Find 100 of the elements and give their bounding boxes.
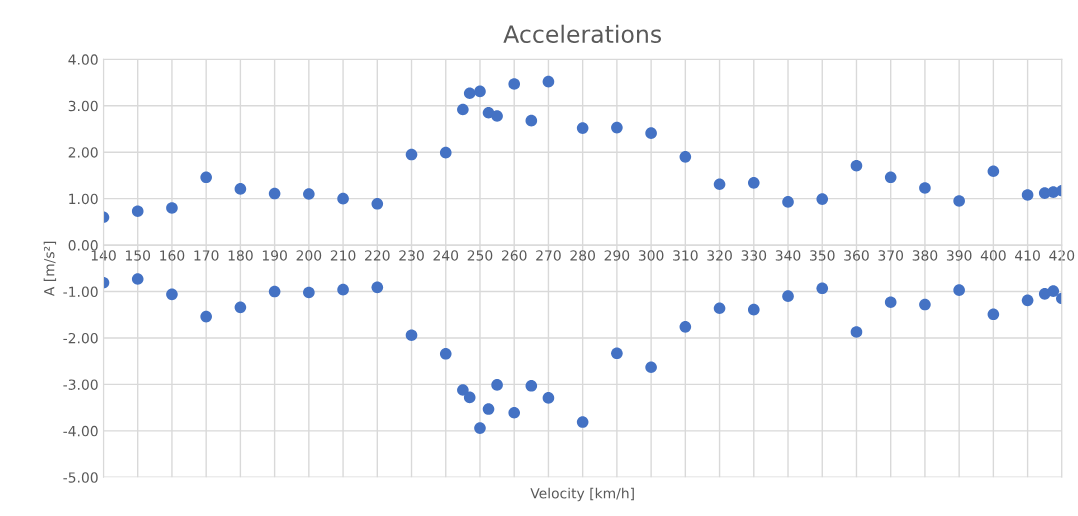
x-tick-label: 360	[844, 250, 869, 261]
point	[816, 282, 829, 295]
point	[884, 296, 897, 309]
x-tick-label: 170	[194, 250, 219, 261]
point	[371, 197, 384, 210]
point	[1047, 285, 1060, 297]
x-tick-label: 210	[330, 250, 356, 261]
point	[953, 195, 965, 207]
point	[525, 380, 538, 392]
point	[987, 308, 1000, 321]
point	[457, 384, 469, 396]
point	[166, 288, 178, 301]
point	[611, 347, 623, 360]
point	[679, 151, 692, 163]
point	[1021, 294, 1034, 307]
point	[884, 171, 897, 184]
x-tick-label: 180	[228, 250, 253, 261]
x-axis-title: Velocity [km/h]	[530, 487, 634, 502]
point	[782, 196, 794, 208]
x-tick-label: 350	[810, 250, 835, 261]
point	[525, 114, 538, 127]
point	[542, 392, 555, 404]
x-tick-label: 190	[262, 250, 287, 261]
point	[1021, 189, 1034, 201]
point	[816, 193, 829, 205]
x-tick-label: 160	[160, 250, 185, 261]
point	[679, 321, 692, 333]
x-tick-label: 200	[296, 250, 322, 261]
y-tick-label: -4.00	[63, 425, 98, 437]
x-tick-label: 150	[125, 250, 151, 261]
point	[850, 326, 863, 338]
x-tick-label: 380	[912, 250, 938, 261]
y-tick-label: 0.00	[68, 240, 98, 251]
x-tick-label: 300	[638, 250, 664, 261]
x-tick-label: 370	[878, 250, 904, 261]
point	[953, 284, 965, 296]
point	[303, 286, 315, 299]
x-tick-label: 240	[433, 250, 459, 261]
point	[337, 192, 349, 205]
point	[131, 273, 144, 285]
x-tick-label: 270	[536, 250, 561, 261]
x-tick-label: 320	[707, 250, 732, 261]
x-tick-label: 410	[1015, 250, 1040, 261]
point	[166, 202, 178, 214]
point	[405, 329, 418, 341]
point	[508, 406, 521, 419]
x-tick-label: 400	[980, 250, 1006, 261]
point	[474, 85, 486, 98]
point	[268, 187, 281, 200]
x-tick-label: 140	[91, 250, 116, 261]
point	[645, 361, 657, 374]
x-tick-label: 420	[1049, 250, 1075, 261]
y-tick-label: -3.00	[63, 379, 98, 390]
x-tick-label: 390	[946, 250, 972, 261]
x-tick-label: 260	[501, 250, 527, 261]
point	[482, 403, 495, 415]
point	[457, 103, 469, 116]
point	[782, 290, 794, 302]
point	[131, 205, 144, 218]
point	[645, 127, 657, 139]
point	[713, 302, 726, 315]
point	[919, 182, 931, 194]
point	[371, 281, 384, 294]
x-tick-label: 330	[741, 250, 767, 261]
point	[463, 87, 476, 100]
y-tick-label: 4.00	[68, 54, 98, 65]
point	[463, 391, 476, 404]
point	[200, 310, 212, 323]
y-tick-label: -1.00	[63, 286, 98, 298]
point	[439, 146, 452, 159]
point	[919, 298, 931, 311]
point	[611, 121, 623, 134]
point	[337, 283, 349, 296]
x-tick-label: 250	[467, 250, 493, 261]
y-tick-label: -2.00	[63, 332, 98, 344]
point	[508, 78, 521, 90]
point	[850, 159, 863, 172]
x-tick-label: 340	[775, 250, 801, 261]
point	[439, 347, 452, 360]
point	[576, 122, 589, 134]
x-tick-label: 280	[570, 250, 595, 261]
point	[200, 171, 212, 184]
point	[303, 188, 315, 200]
point	[576, 416, 589, 428]
point	[474, 422, 486, 434]
x-tick-label: 230	[399, 250, 424, 261]
y-axis-title: A [m/s²]	[43, 241, 57, 297]
point	[234, 301, 247, 314]
point	[987, 165, 1000, 178]
y-tick-label: 3.00	[68, 100, 98, 112]
y-tick-label: -5.00	[63, 472, 98, 483]
point	[234, 183, 247, 195]
chart-title: Accelerations	[503, 24, 662, 44]
point	[491, 110, 503, 122]
x-tick-label: 310	[673, 250, 698, 261]
y-tick-label: 1.00	[69, 193, 98, 205]
x-tick-label: 290	[604, 250, 630, 261]
point	[268, 285, 281, 298]
x-tick-label: 220	[365, 250, 390, 261]
point	[747, 177, 760, 189]
